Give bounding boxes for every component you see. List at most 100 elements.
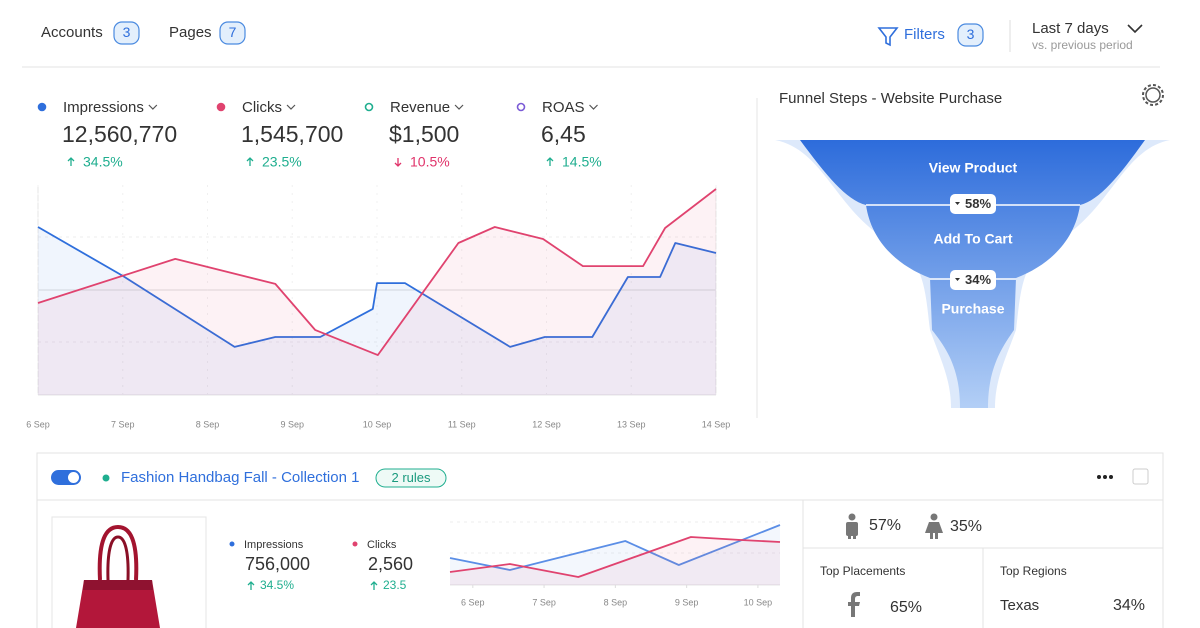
metric-name: Impressions <box>244 539 304 551</box>
accounts-label[interactable]: Accounts <box>41 24 103 41</box>
series-area <box>450 525 780 585</box>
x-tick-label: 11 Sep <box>448 419 476 429</box>
x-tick-label: 10 Sep <box>744 597 773 607</box>
checkbox[interactable] <box>1132 468 1149 485</box>
trend-arrow <box>546 157 554 166</box>
funnel-step: Add To Cart <box>933 231 1012 247</box>
rate-pill <box>950 270 996 290</box>
filters-count: 3 <box>967 26 975 42</box>
range-label[interactable]: Last 7 days <box>1032 20 1109 37</box>
chevron <box>454 104 464 110</box>
facebook-icon <box>848 592 860 617</box>
metric-name: Clicks <box>367 539 397 551</box>
series-area <box>38 227 716 395</box>
chevron <box>286 104 296 110</box>
male-icon <box>846 513 858 539</box>
metric-name: ROAS <box>542 99 585 116</box>
series-line <box>37 226 717 348</box>
more-icon[interactable] <box>1097 475 1113 479</box>
gear-icon[interactable] <box>1145 87 1161 103</box>
metric-value: 12,560,770 <box>62 121 177 147</box>
placements-value: 65% <box>890 599 922 616</box>
region-name: Texas <box>1000 597 1039 614</box>
metric-value: $1,500 <box>389 121 459 147</box>
rate-pill <box>950 194 996 214</box>
trend-arrow <box>247 581 255 590</box>
badge <box>957 23 984 47</box>
funnel-rate: 34% <box>965 272 991 287</box>
handbag-image <box>76 524 160 628</box>
x-tick-label: 6 Sep <box>26 419 50 429</box>
image-frame <box>51 516 207 628</box>
series-area <box>450 537 780 585</box>
trend-arrow <box>370 581 378 590</box>
x-tick-label: 6 Sep <box>461 597 485 607</box>
x-tick-label: 13 Sep <box>617 419 646 429</box>
x-tick-label: 14 Sep <box>702 419 731 429</box>
header: Accounts 3 Pages 7 Filters 3 Last 7 days… <box>22 20 1160 68</box>
accounts-count: 3 <box>123 24 131 40</box>
funnel-step: View Product <box>929 160 1018 176</box>
pages-count: 7 <box>229 24 237 40</box>
x-tick-label: 9 Sep <box>280 419 304 429</box>
x-tick-label: 7 Sep <box>532 597 556 607</box>
metric-name: Clicks <box>242 99 282 116</box>
campaign-chart: 6 Sep 7 Sep 8 Sep 9 Sep 10 Sep <box>449 521 781 607</box>
badge <box>219 21 246 45</box>
x-tick-label: 7 Sep <box>111 419 135 429</box>
status-dot <box>102 474 110 482</box>
series-line <box>37 188 717 356</box>
filter-icon[interactable] <box>877 27 899 47</box>
metric-value: 6,45 <box>541 121 586 147</box>
female-icon <box>925 513 943 539</box>
rules-pill[interactable] <box>375 468 447 488</box>
metric-change: 34.5% <box>83 154 123 170</box>
legend-dot <box>516 102 526 112</box>
legend-dot <box>364 102 374 112</box>
campaign-rules[interactable]: 2 rules <box>391 470 431 485</box>
female-share: 35% <box>950 518 982 535</box>
gear-icon[interactable] <box>1142 84 1164 106</box>
metric-change: 10.5% <box>410 154 450 170</box>
metric-change: 34.5% <box>260 578 294 592</box>
campaign-metrics: Impressions 756,000 34.5% Clicks 2,560 23.5 <box>229 539 413 592</box>
campaign-card: Fashion Handbag Fall - Collection 1 2 ru… <box>36 452 1164 628</box>
legend-dot <box>37 102 47 112</box>
series-area <box>38 189 716 395</box>
regions-title: Top Regions <box>1000 564 1067 578</box>
main-chart: 6 Sep 7 Sep 8 Sep 9 Sep 10 Sep 11 Sep 12 Sep 13… <box>26 185 730 429</box>
trend-arrow <box>246 157 254 166</box>
metric-change: 23.5 <box>383 578 407 592</box>
x-tick-label: 8 Sep <box>604 597 628 607</box>
badge <box>113 21 140 45</box>
metric-value: 2,560 <box>368 554 413 574</box>
legend-dot <box>229 541 235 547</box>
trend-arrow <box>67 157 75 166</box>
chevron[interactable] <box>1127 24 1143 34</box>
trend-arrow <box>394 158 402 167</box>
rate-arrow <box>955 278 960 281</box>
x-tick-label: 12 Sep <box>532 419 561 429</box>
funnel-title: Funnel Steps - Website Purchase <box>779 90 1002 107</box>
x-tick-label: 10 Sep <box>363 419 392 429</box>
funnel-step: Purchase <box>941 301 1004 317</box>
region-value: 34% <box>1113 597 1145 614</box>
chevron <box>589 104 598 110</box>
filters-label[interactable]: Filters <box>904 26 945 43</box>
range-comparison: vs. previous period <box>1032 38 1133 52</box>
metric-change: 23.5% <box>262 154 302 170</box>
pages-label[interactable]: Pages <box>169 24 212 41</box>
metric-change: 14.5% <box>562 154 602 170</box>
funnel-rate: 58% <box>965 196 991 211</box>
metric-value: 756,000 <box>245 554 310 574</box>
metrics: Impressions 12,560,770 34.5% Clicks 1,545,70… <box>37 99 602 170</box>
series-line <box>449 536 781 578</box>
campaign-name[interactable]: Fashion Handbag Fall - Collection 1 <box>121 469 359 486</box>
toggle-knob <box>68 472 79 483</box>
metric-value: 1,545,700 <box>241 121 343 147</box>
x-tick-label: 8 Sep <box>196 419 220 429</box>
metric-name: Impressions <box>63 99 144 116</box>
male-share: 57% <box>869 517 901 534</box>
metric-name: Revenue <box>390 99 450 116</box>
